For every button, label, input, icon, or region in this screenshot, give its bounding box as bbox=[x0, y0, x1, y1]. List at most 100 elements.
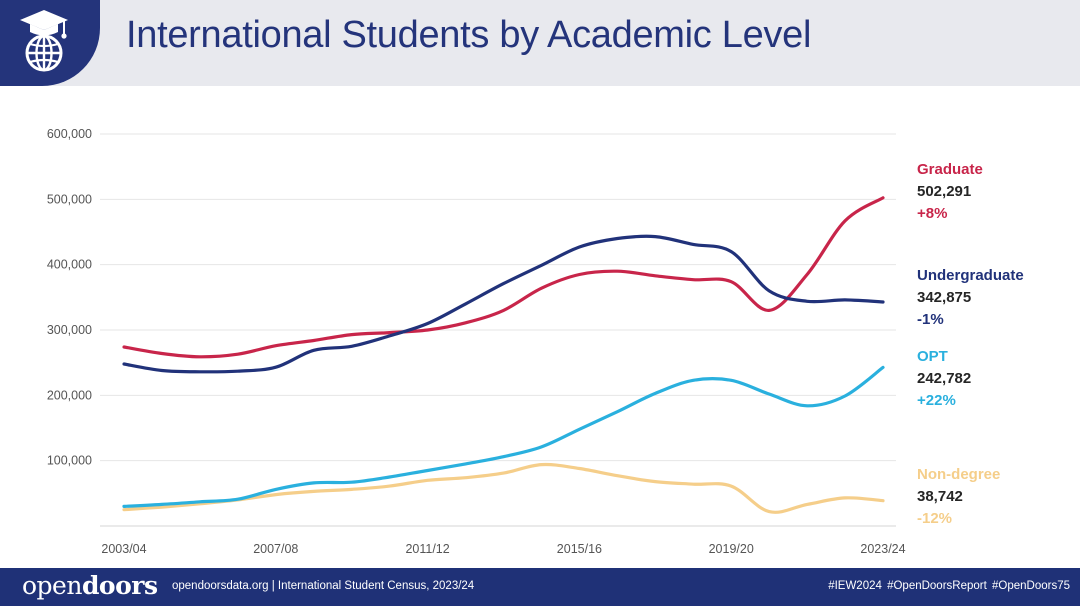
data-point-graduate bbox=[692, 278, 695, 281]
data-point-non-degree bbox=[274, 493, 277, 496]
data-point-non-degree bbox=[540, 463, 543, 466]
data-point-graduate bbox=[768, 309, 771, 312]
series-value-non-degree: 38,742 bbox=[917, 488, 963, 505]
y-tick-label: 500,000 bbox=[47, 192, 92, 206]
data-point-graduate bbox=[426, 329, 429, 332]
y-tick-label: 400,000 bbox=[47, 258, 92, 272]
data-point-graduate bbox=[882, 196, 885, 199]
series-line-non-degree bbox=[122, 462, 885, 514]
data-point-opt bbox=[274, 488, 277, 491]
data-point-opt bbox=[806, 404, 809, 407]
data-point-opt bbox=[616, 410, 619, 413]
data-point-non-degree bbox=[312, 490, 315, 493]
data-point-graduate bbox=[844, 219, 847, 222]
header-bar: International Students by Academic Level bbox=[0, 0, 1080, 86]
data-point-undergraduate bbox=[123, 362, 126, 365]
data-point-opt bbox=[350, 481, 353, 484]
series-line-undergraduate bbox=[122, 234, 885, 374]
data-point-opt bbox=[312, 481, 315, 484]
data-point-graduate bbox=[198, 355, 201, 358]
data-point-opt bbox=[654, 392, 657, 395]
data-point-graduate bbox=[123, 345, 126, 348]
data-point-non-degree bbox=[578, 467, 581, 470]
y-tick-label: 600,000 bbox=[47, 127, 92, 141]
footer-source: opendoorsdata.org | International Studen… bbox=[172, 580, 475, 592]
x-tick-label: 2015/16 bbox=[557, 542, 602, 556]
data-point-undergraduate bbox=[198, 370, 201, 373]
data-point-opt bbox=[236, 498, 239, 501]
graduation-globe-icon bbox=[20, 10, 68, 72]
data-point-non-degree bbox=[806, 503, 809, 506]
series-line-opt bbox=[122, 365, 885, 508]
data-point-undergraduate bbox=[654, 235, 657, 238]
data-point-undergraduate bbox=[540, 264, 543, 267]
data-point-opt bbox=[844, 394, 847, 397]
data-point-undergraduate bbox=[350, 345, 353, 348]
series-labels: Graduate 502,291 +8% Undergraduate 342,875 -1… bbox=[917, 161, 1024, 527]
data-point-non-degree bbox=[730, 485, 733, 488]
data-point-graduate bbox=[578, 273, 581, 276]
data-point-opt bbox=[578, 428, 581, 431]
line-chart: 100,000 200,000 300,000 400,000 500,000 600,0… bbox=[47, 127, 1024, 556]
data-point-undergraduate bbox=[388, 334, 391, 337]
y-tick-label: 300,000 bbox=[47, 323, 92, 337]
data-point-non-degree bbox=[350, 488, 353, 491]
brand-bold: doors bbox=[81, 571, 158, 600]
data-point-non-degree bbox=[616, 474, 619, 477]
data-point-opt bbox=[426, 469, 429, 472]
data-point-opt bbox=[768, 393, 771, 396]
data-point-undergraduate bbox=[692, 243, 695, 246]
series-change-opt: +22% bbox=[917, 392, 956, 409]
data-point-undergraduate bbox=[160, 369, 163, 372]
data-point-opt bbox=[540, 445, 543, 448]
data-point-graduate bbox=[160, 352, 163, 355]
series-label-graduate: Graduate bbox=[917, 161, 983, 178]
data-point-undergraduate bbox=[806, 300, 809, 303]
x-tick-label: 2023/24 bbox=[860, 542, 905, 556]
series-lines bbox=[122, 196, 885, 514]
data-point-graduate bbox=[388, 331, 391, 334]
data-point-non-degree bbox=[882, 499, 885, 502]
series-value-graduate: 502,291 bbox=[917, 183, 971, 200]
series-line-graduate bbox=[122, 196, 885, 359]
data-point-graduate bbox=[540, 287, 543, 290]
page-title: International Students by Academic Level bbox=[126, 14, 812, 56]
x-tick-label: 2019/20 bbox=[709, 542, 754, 556]
logo-badge bbox=[0, 0, 100, 86]
series-change-undergraduate: -1% bbox=[917, 311, 944, 328]
y-axis-ticks: 100,000 200,000 300,000 400,000 500,000 600,0… bbox=[47, 127, 92, 468]
x-tick-label: 2011/12 bbox=[405, 542, 449, 556]
data-point-non-degree bbox=[464, 476, 467, 479]
data-point-opt bbox=[160, 503, 163, 506]
data-point-non-degree bbox=[502, 472, 505, 475]
series-label-opt: OPT bbox=[917, 348, 948, 365]
data-point-undergraduate bbox=[464, 302, 467, 305]
data-point-non-degree bbox=[388, 485, 391, 488]
x-tick-label: 2003/04 bbox=[101, 542, 146, 556]
series-label-non-degree: Non-degree bbox=[917, 466, 1000, 483]
data-point-graduate bbox=[730, 280, 733, 283]
footer-hashtags: #IEW2024 #OpenDoorsReport #OpenDoors75 bbox=[828, 580, 1070, 592]
data-point-graduate bbox=[654, 274, 657, 277]
data-point-graduate bbox=[616, 270, 619, 273]
data-point-graduate bbox=[236, 353, 239, 356]
data-point-non-degree bbox=[426, 479, 429, 482]
data-point-opt bbox=[730, 379, 733, 382]
data-point-undergraduate bbox=[312, 349, 315, 352]
series-change-graduate: +8% bbox=[917, 205, 947, 222]
data-point-undergraduate bbox=[616, 237, 619, 240]
data-point-non-degree bbox=[654, 480, 657, 483]
data-point-graduate bbox=[464, 321, 467, 324]
data-point-opt bbox=[388, 476, 391, 479]
data-point-graduate bbox=[806, 273, 809, 276]
data-point-non-degree bbox=[844, 496, 847, 499]
data-point-opt bbox=[882, 366, 885, 369]
data-point-non-degree bbox=[768, 510, 771, 513]
x-axis-ticks: 2003/04 2007/08 2011/12 2015/16 2019/20 2023/… bbox=[101, 542, 905, 556]
series-value-undergraduate: 342,875 bbox=[917, 289, 971, 306]
data-point-undergraduate bbox=[730, 250, 733, 253]
series-label-undergraduate: Undergraduate bbox=[917, 267, 1024, 284]
data-point-graduate bbox=[502, 309, 505, 312]
data-point-graduate bbox=[350, 333, 353, 336]
data-point-opt bbox=[123, 505, 126, 508]
